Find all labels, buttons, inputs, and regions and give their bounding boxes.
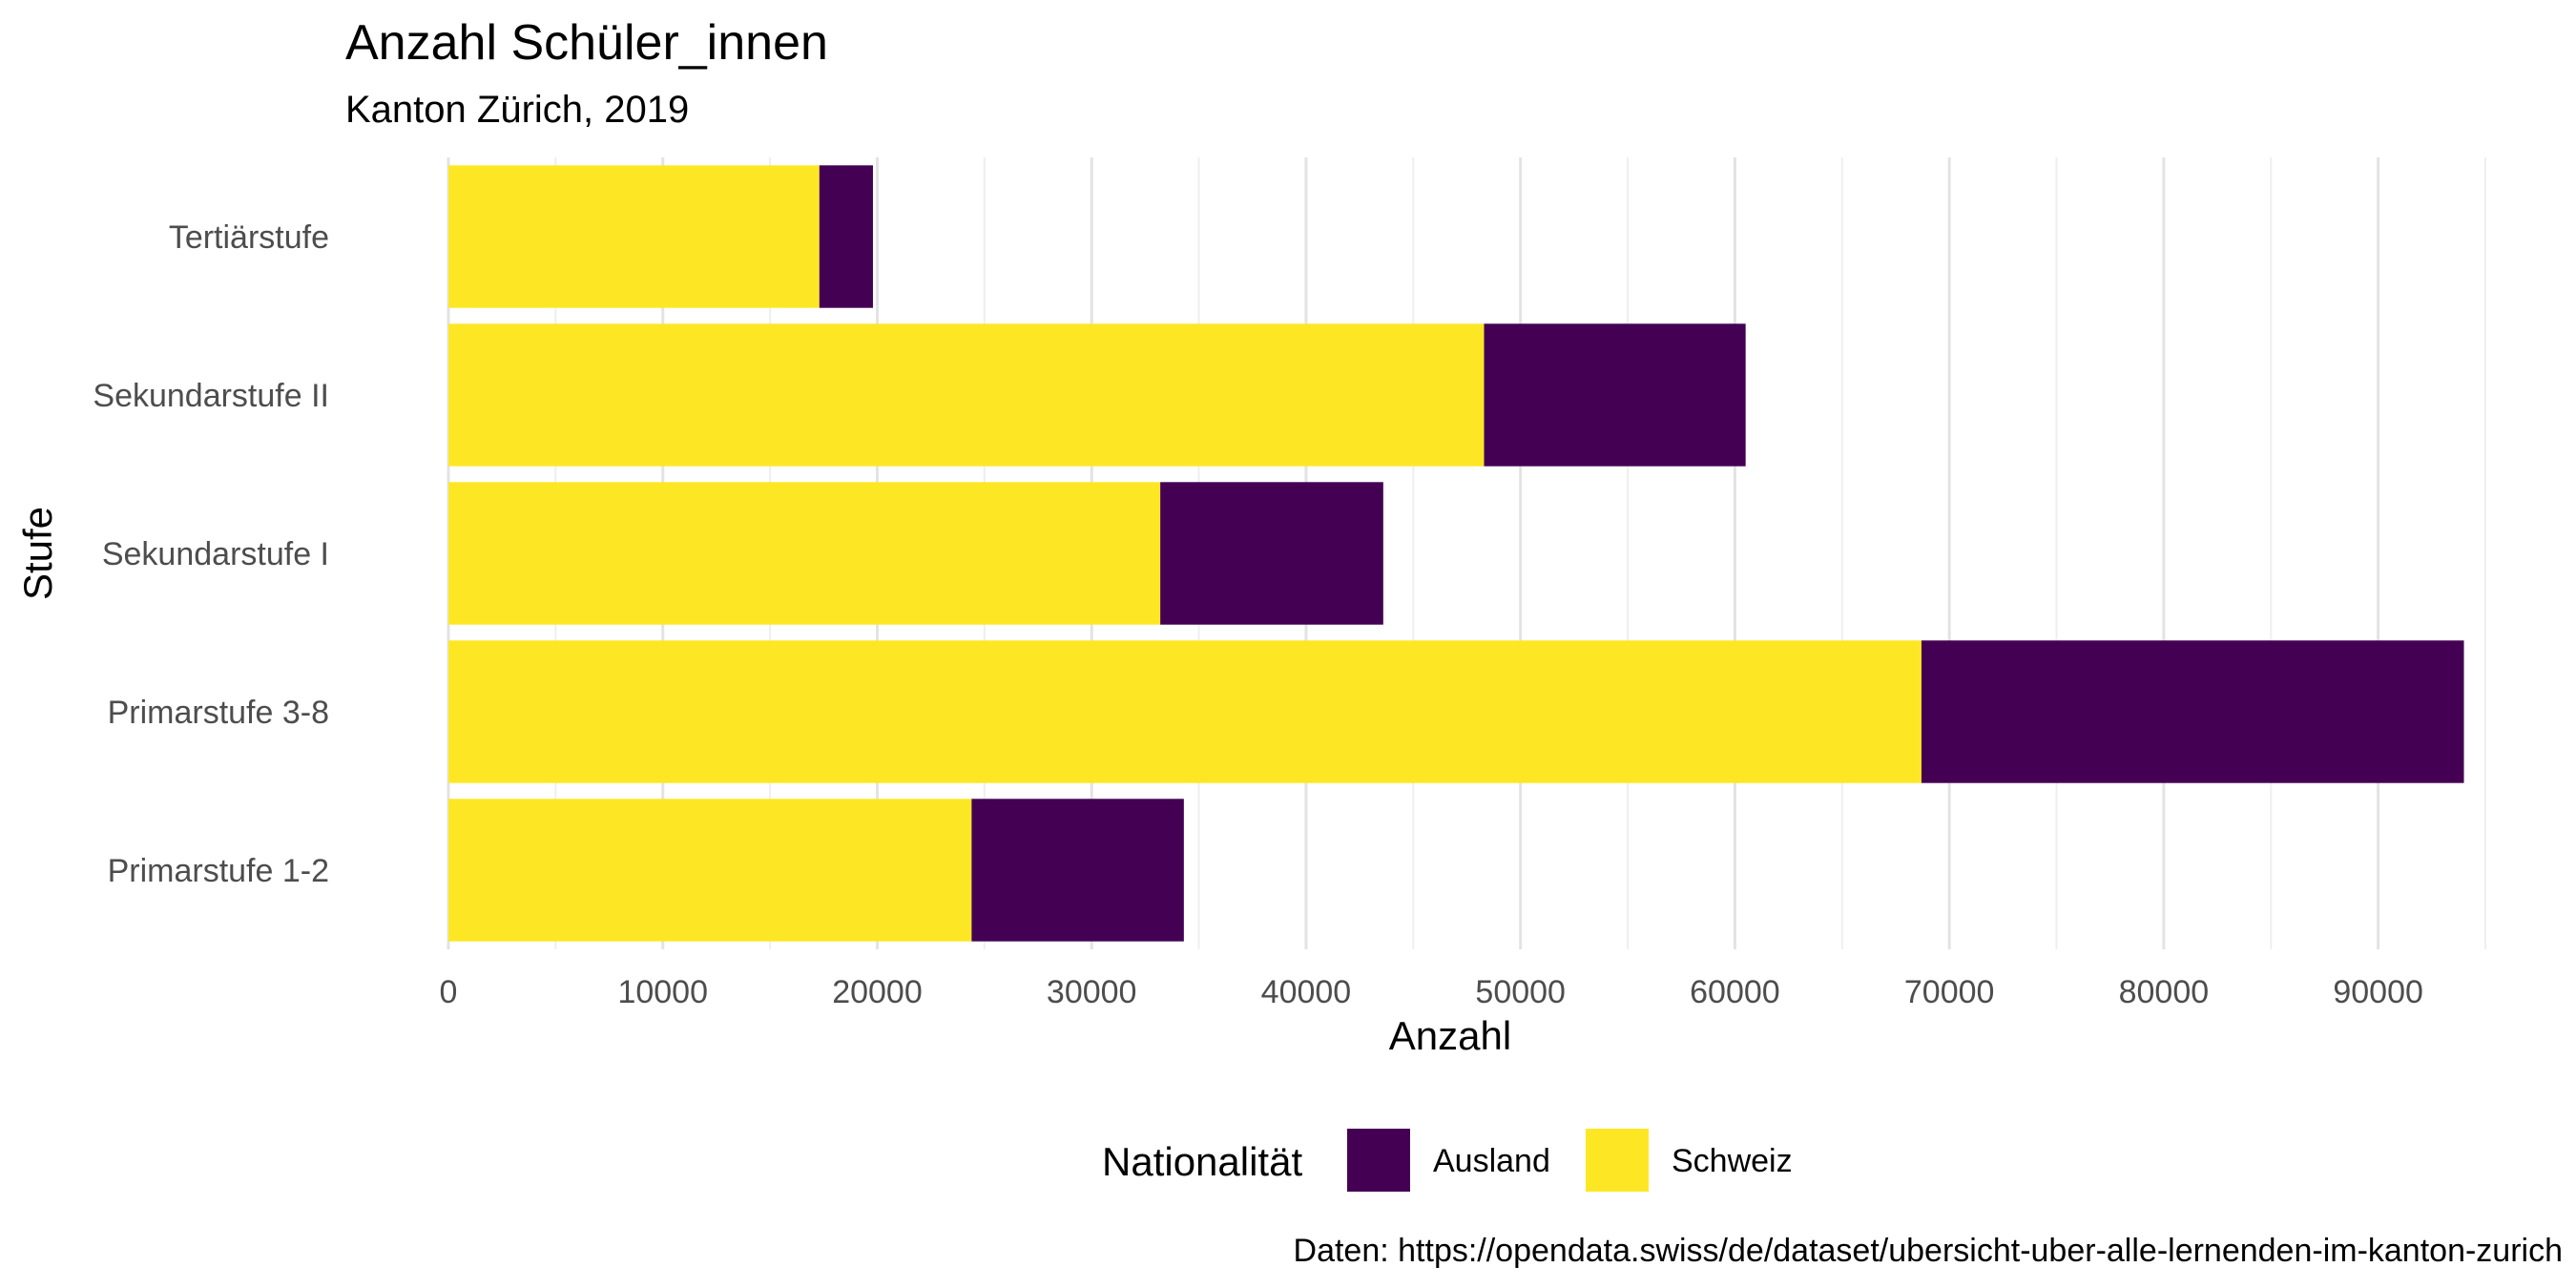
y-tick-label: Primarstufe 3-8 bbox=[108, 695, 329, 731]
y-tick-label: Tertiärstufe bbox=[169, 219, 329, 256]
legend: Nationalität Ausland Schweiz bbox=[1102, 1129, 1793, 1192]
chart-caption: Daten: https://opendata.swiss/de/dataset… bbox=[1294, 1233, 2563, 1269]
chart-subtitle: Kanton Zürich, 2019 bbox=[345, 89, 689, 131]
legend-label-schweiz: Schweiz bbox=[1672, 1143, 1793, 1179]
bar-schweiz-3 bbox=[448, 640, 1922, 783]
chart-title: Anzahl Schüler_innen bbox=[345, 15, 828, 71]
x-tick-label: 0 bbox=[440, 974, 458, 1010]
bar-ausland-1 bbox=[1484, 323, 1746, 467]
bar-schweiz-1 bbox=[448, 323, 1485, 467]
x-tick-label: 30000 bbox=[1047, 974, 1137, 1010]
legend-swatch-ausland bbox=[1347, 1129, 1410, 1192]
y-tick-label: Sekundarstufe I bbox=[102, 536, 329, 572]
bar-ausland-0 bbox=[819, 165, 873, 308]
x-axis-title: Anzahl bbox=[1389, 1013, 1511, 1058]
bar-ausland-2 bbox=[1160, 482, 1383, 625]
y-tick-label: Primarstufe 1-2 bbox=[108, 853, 329, 889]
y-tick-label: Sekundarstufe II bbox=[93, 378, 329, 414]
bar-schweiz-0 bbox=[448, 165, 820, 308]
x-tick-label: 60000 bbox=[1690, 974, 1780, 1010]
bars bbox=[448, 165, 2464, 942]
x-tick-label: 70000 bbox=[1904, 974, 1995, 1010]
x-tick-label: 20000 bbox=[832, 974, 923, 1010]
x-tick-label: 80000 bbox=[2119, 974, 2210, 1010]
y-axis-title: Stufe bbox=[15, 507, 60, 600]
bar-ausland-4 bbox=[971, 799, 1184, 942]
bar-schweiz-2 bbox=[448, 482, 1161, 625]
x-axis-tick-labels: 0 10000 20000 30000 40000 50000 60000 70000 8000… bbox=[440, 974, 2423, 1010]
y-axis-tick-labels: Tertiärstufe Sekundarstufe II Sekundarstuf… bbox=[93, 219, 329, 889]
legend-label-ausland: Ausland bbox=[1433, 1143, 1550, 1179]
x-tick-label: 40000 bbox=[1261, 974, 1352, 1010]
x-tick-label: 50000 bbox=[1475, 974, 1566, 1010]
bar-schweiz-4 bbox=[448, 799, 972, 942]
legend-swatch-schweiz bbox=[1586, 1129, 1649, 1192]
x-tick-label: 10000 bbox=[617, 974, 708, 1010]
grid bbox=[447, 157, 2486, 949]
bar-ausland-3 bbox=[1921, 640, 2464, 783]
legend-title: Nationalität bbox=[1102, 1139, 1302, 1184]
x-tick-label: 90000 bbox=[2333, 974, 2423, 1010]
